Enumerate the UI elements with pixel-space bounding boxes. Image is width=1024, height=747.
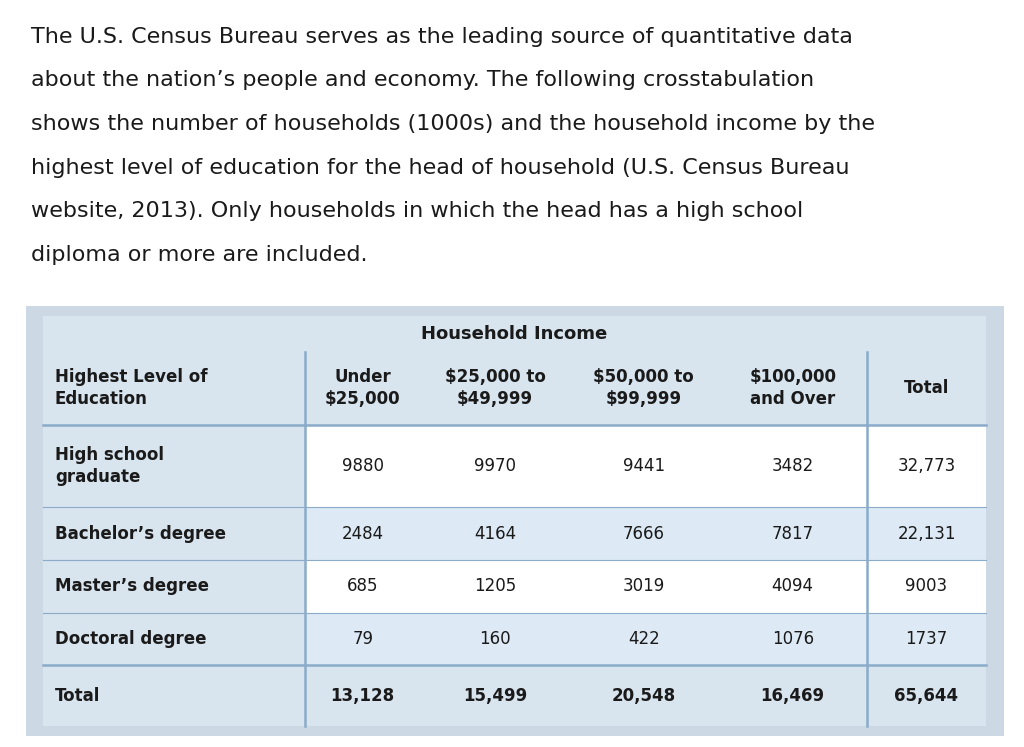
- Text: 7817: 7817: [772, 524, 814, 542]
- Bar: [305, 425, 421, 507]
- Bar: [718, 425, 867, 507]
- Bar: [569, 507, 718, 560]
- Text: 65,644: 65,644: [895, 686, 958, 705]
- Text: 7666: 7666: [623, 524, 665, 542]
- Text: Total: Total: [55, 686, 100, 705]
- Text: diploma or more are included.: diploma or more are included.: [31, 245, 368, 265]
- Bar: [421, 352, 569, 425]
- Bar: [421, 507, 569, 560]
- Text: 79: 79: [352, 630, 373, 648]
- Bar: [421, 560, 569, 613]
- Text: 160: 160: [479, 630, 511, 648]
- Text: 3482: 3482: [772, 457, 814, 475]
- Bar: [569, 560, 718, 613]
- Bar: [867, 507, 986, 560]
- Text: $50,000 to
$99,999: $50,000 to $99,999: [594, 368, 694, 409]
- Bar: [43, 560, 305, 613]
- Text: 22,131: 22,131: [897, 524, 955, 542]
- Text: Under
$25,000: Under $25,000: [325, 368, 400, 409]
- Bar: [43, 316, 986, 352]
- Bar: [43, 613, 305, 666]
- Text: 3019: 3019: [623, 577, 665, 595]
- Bar: [43, 666, 305, 726]
- Text: website, 2013). Only households in which the head has a high school: website, 2013). Only households in which…: [31, 202, 803, 221]
- Bar: [569, 425, 718, 507]
- Bar: [867, 425, 986, 507]
- Text: 9970: 9970: [474, 457, 516, 475]
- Text: 422: 422: [628, 630, 659, 648]
- Text: 4094: 4094: [772, 577, 814, 595]
- Text: highest level of education for the head of household (U.S. Census Bureau: highest level of education for the head …: [31, 158, 849, 178]
- Bar: [867, 613, 986, 666]
- Text: 20,548: 20,548: [611, 686, 676, 705]
- FancyBboxPatch shape: [17, 303, 1012, 740]
- Bar: [43, 507, 305, 560]
- Text: shows the number of households (1000s) and the household income by the: shows the number of households (1000s) a…: [31, 114, 874, 134]
- Bar: [867, 666, 986, 726]
- Text: 4164: 4164: [474, 524, 516, 542]
- Text: Highest Level of
Education: Highest Level of Education: [55, 368, 208, 409]
- Text: Household Income: Household Income: [422, 325, 607, 343]
- Bar: [718, 613, 867, 666]
- Text: 2484: 2484: [342, 524, 384, 542]
- Bar: [569, 613, 718, 666]
- Bar: [718, 666, 867, 726]
- Bar: [421, 666, 569, 726]
- Bar: [569, 352, 718, 425]
- Text: 685: 685: [347, 577, 379, 595]
- Text: $100,000
and Over: $100,000 and Over: [750, 368, 837, 409]
- Text: about the nation’s people and economy. The following crosstabulation: about the nation’s people and economy. T…: [31, 70, 814, 90]
- Text: $25,000 to
$49,999: $25,000 to $49,999: [444, 368, 546, 409]
- Text: 1737: 1737: [905, 630, 947, 648]
- Bar: [421, 425, 569, 507]
- Bar: [43, 425, 305, 507]
- Bar: [569, 666, 718, 726]
- Text: 1205: 1205: [474, 577, 516, 595]
- Text: Doctoral degree: Doctoral degree: [55, 630, 207, 648]
- Text: The U.S. Census Bureau serves as the leading source of quantitative data: The U.S. Census Bureau serves as the lea…: [31, 27, 853, 47]
- Text: 32,773: 32,773: [897, 457, 955, 475]
- Bar: [305, 507, 421, 560]
- Text: Master’s degree: Master’s degree: [55, 577, 209, 595]
- Bar: [718, 507, 867, 560]
- Bar: [305, 352, 421, 425]
- Bar: [305, 666, 421, 726]
- Text: 9880: 9880: [342, 457, 384, 475]
- Text: 9441: 9441: [623, 457, 665, 475]
- Text: 1076: 1076: [772, 630, 814, 648]
- Bar: [718, 560, 867, 613]
- Text: 15,499: 15,499: [463, 686, 527, 705]
- Bar: [421, 613, 569, 666]
- Text: 16,469: 16,469: [761, 686, 824, 705]
- Bar: [867, 560, 986, 613]
- Bar: [43, 352, 305, 425]
- Bar: [867, 352, 986, 425]
- Text: 13,128: 13,128: [331, 686, 394, 705]
- Text: High school
graduate: High school graduate: [55, 446, 164, 486]
- Bar: [305, 613, 421, 666]
- Bar: [718, 352, 867, 425]
- Text: Total: Total: [904, 379, 949, 397]
- Text: 9003: 9003: [905, 577, 947, 595]
- Bar: [305, 560, 421, 613]
- Text: Bachelor’s degree: Bachelor’s degree: [55, 524, 226, 542]
